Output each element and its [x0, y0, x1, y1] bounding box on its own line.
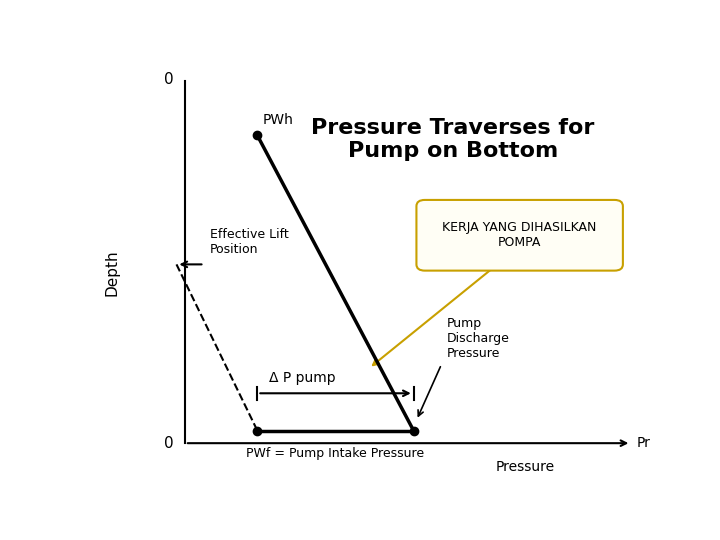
Text: 0: 0: [164, 72, 174, 87]
Text: Pressure Traverses for
Pump on Bottom: Pressure Traverses for Pump on Bottom: [311, 118, 595, 161]
Text: Pr: Pr: [637, 436, 651, 450]
Text: 0: 0: [164, 436, 174, 451]
Text: PWf = Pump Intake Pressure: PWf = Pump Intake Pressure: [246, 447, 424, 460]
FancyBboxPatch shape: [416, 200, 623, 271]
Text: KERJA YANG DIHASILKAN
POMPA: KERJA YANG DIHASILKAN POMPA: [443, 221, 597, 249]
Text: Pressure: Pressure: [495, 460, 555, 474]
Text: Effective Lift
Position: Effective Lift Position: [210, 228, 289, 256]
Text: Depth: Depth: [105, 249, 120, 296]
Text: Δ P pump: Δ P pump: [269, 371, 336, 385]
Text: Pump
Discharge
Pressure: Pump Discharge Pressure: [447, 317, 510, 360]
Text: PWh: PWh: [263, 113, 294, 127]
